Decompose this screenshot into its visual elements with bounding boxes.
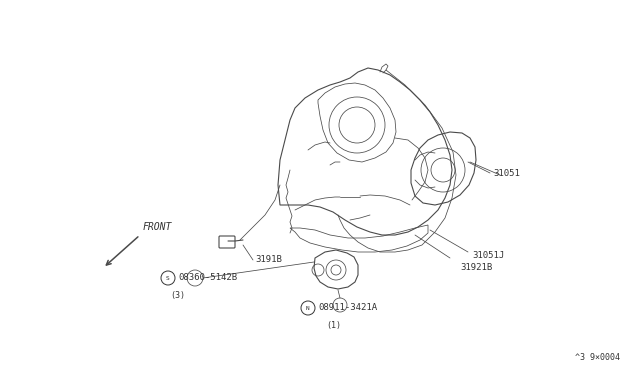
Text: N: N xyxy=(306,305,310,311)
Text: 31051: 31051 xyxy=(493,169,520,177)
Text: 08360-5142B: 08360-5142B xyxy=(178,273,237,282)
Text: 3191B: 3191B xyxy=(255,256,282,264)
Text: 31051J: 31051J xyxy=(472,250,504,260)
Text: 31921B: 31921B xyxy=(460,263,492,273)
Text: 08911-3421A: 08911-3421A xyxy=(318,304,377,312)
Text: (3): (3) xyxy=(170,291,185,300)
Text: (1): (1) xyxy=(326,321,341,330)
Text: ^3 9×0004: ^3 9×0004 xyxy=(575,353,620,362)
Text: S: S xyxy=(166,276,170,280)
Text: FRONT: FRONT xyxy=(143,222,172,232)
